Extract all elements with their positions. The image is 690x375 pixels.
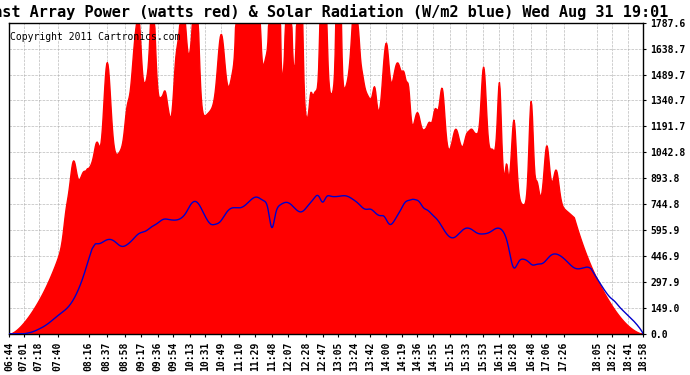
Text: Copyright 2011 Cartronics.com: Copyright 2011 Cartronics.com bbox=[10, 32, 181, 42]
Title: East Array Power (watts red) & Solar Radiation (W/m2 blue) Wed Aug 31 19:01: East Array Power (watts red) & Solar Rad… bbox=[0, 4, 668, 20]
